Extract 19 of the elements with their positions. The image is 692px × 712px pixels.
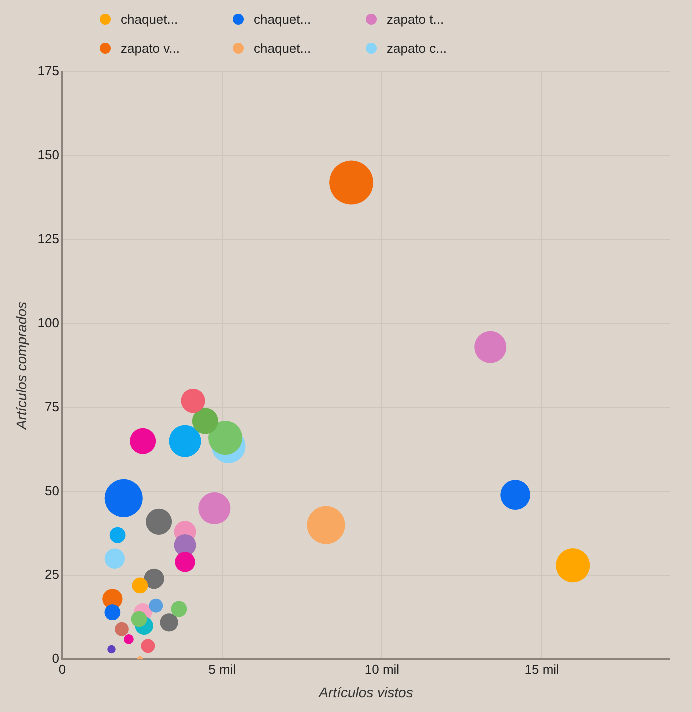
- y-tick-label: 125: [38, 231, 60, 246]
- y-tick-label: 25: [45, 567, 60, 582]
- legend-label: chaquet...: [254, 12, 312, 27]
- x-tick-label: 5 mil: [208, 662, 236, 677]
- x-tick-label: 10 mil: [364, 662, 400, 677]
- legend-label: zapato c...: [387, 41, 447, 56]
- legend-label: chaquet...: [121, 12, 178, 27]
- legend-label: zapato v...: [121, 41, 180, 56]
- legend-label: chaquet...: [254, 41, 312, 56]
- y-tick-label: 75: [45, 399, 60, 414]
- legend-label: zapato t...: [387, 12, 444, 27]
- y-tick-label: 100: [38, 315, 60, 330]
- x-tick-label: 15 mil: [524, 662, 560, 677]
- y-tick-label: 150: [38, 148, 60, 163]
- y-tick-label: 0: [52, 651, 60, 666]
- y-tick-label: 175: [38, 64, 60, 79]
- x-axis-title: Artículos vistos: [318, 684, 414, 700]
- y-axis-title: Artículos comprados: [13, 302, 30, 431]
- y-tick-label: 50: [45, 483, 60, 498]
